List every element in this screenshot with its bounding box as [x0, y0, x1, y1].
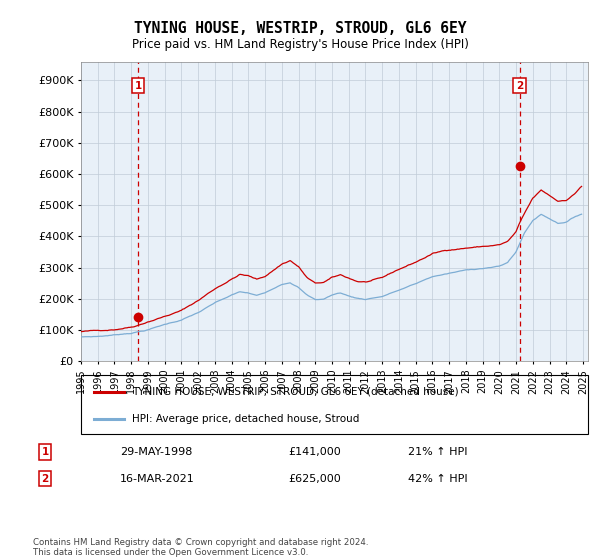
Text: £141,000: £141,000 — [288, 447, 341, 457]
Text: 16-MAR-2021: 16-MAR-2021 — [120, 474, 195, 484]
Text: Price paid vs. HM Land Registry's House Price Index (HPI): Price paid vs. HM Land Registry's House … — [131, 38, 469, 50]
Text: 1: 1 — [134, 81, 142, 91]
Text: TYNING HOUSE, WESTRIP, STROUD, GL6 6EY: TYNING HOUSE, WESTRIP, STROUD, GL6 6EY — [134, 21, 466, 36]
Text: 29-MAY-1998: 29-MAY-1998 — [120, 447, 193, 457]
Text: 2: 2 — [516, 81, 523, 91]
Text: £625,000: £625,000 — [288, 474, 341, 484]
Text: 1: 1 — [41, 447, 49, 457]
Text: 42% ↑ HPI: 42% ↑ HPI — [408, 474, 467, 484]
Text: 2: 2 — [41, 474, 49, 484]
Text: 21% ↑ HPI: 21% ↑ HPI — [408, 447, 467, 457]
Text: Contains HM Land Registry data © Crown copyright and database right 2024.
This d: Contains HM Land Registry data © Crown c… — [33, 538, 368, 557]
Text: TYNING HOUSE, WESTRIP, STROUD, GL6 6EY (detached house): TYNING HOUSE, WESTRIP, STROUD, GL6 6EY (… — [132, 386, 458, 396]
Text: HPI: Average price, detached house, Stroud: HPI: Average price, detached house, Stro… — [132, 414, 359, 424]
